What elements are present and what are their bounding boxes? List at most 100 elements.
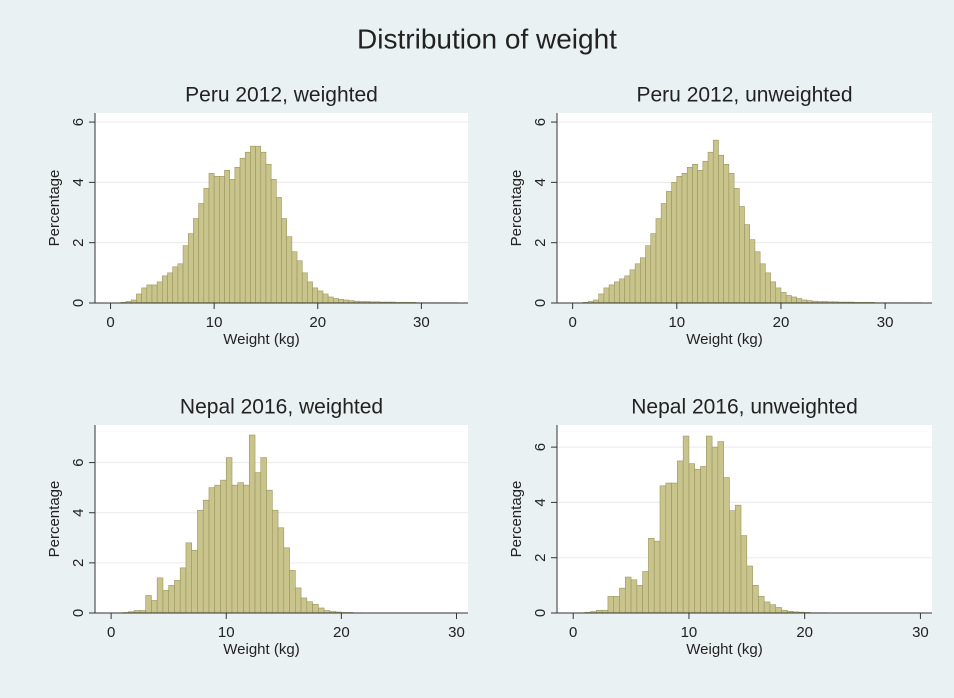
x-tick-label: 10 — [206, 314, 223, 331]
y-tick-label: 4 — [532, 498, 549, 506]
bar — [156, 281, 163, 304]
bar — [718, 154, 724, 304]
bar — [758, 596, 765, 614]
x-tick-label: 20 — [773, 314, 790, 331]
bar — [634, 263, 641, 304]
bar — [151, 600, 158, 614]
bar — [759, 263, 766, 304]
bar — [219, 176, 225, 304]
bar — [613, 281, 620, 304]
bar — [624, 576, 632, 614]
bar — [613, 596, 620, 614]
bar — [746, 565, 753, 614]
x-tick-label: 0 — [569, 624, 577, 641]
bar — [754, 251, 761, 304]
bar — [172, 266, 179, 304]
bar — [237, 482, 244, 614]
y-tick-label: 0 — [70, 609, 87, 617]
bar — [179, 567, 187, 614]
bar — [694, 468, 701, 614]
bar — [629, 269, 636, 304]
bar — [650, 233, 657, 304]
bar — [655, 218, 662, 304]
bar — [174, 580, 181, 614]
bar — [167, 272, 174, 304]
panel: Nepal 2016, unweighted 0 2 4 6 0 10 20 30 Weight … — [508, 396, 932, 658]
y-tick-label: 6 — [532, 443, 549, 451]
x-tick-label: 30 — [448, 624, 465, 641]
bar — [333, 298, 339, 304]
panel: Peru 2012, weighted 0 2 4 6 0 10 20 30 Weight (kg… — [46, 84, 468, 348]
bar — [289, 570, 296, 614]
x-tick-label: 10 — [218, 624, 235, 641]
bar — [168, 585, 175, 614]
bar — [607, 596, 615, 614]
bar — [327, 296, 334, 304]
panel-title: Nepal 2016, unweighted — [631, 396, 858, 419]
y-axis-label: Percentage — [508, 481, 525, 558]
bar — [224, 170, 230, 304]
bar — [671, 182, 678, 304]
y-tick-label: 2 — [70, 239, 87, 247]
bar — [271, 509, 279, 614]
bar — [770, 281, 777, 304]
bar — [733, 188, 740, 304]
bar — [785, 295, 792, 304]
bar — [307, 281, 313, 304]
bar — [301, 272, 308, 304]
x-axis-label: Weight (kg) — [686, 641, 762, 658]
bar — [300, 597, 308, 614]
bar — [248, 434, 256, 614]
bar — [318, 607, 325, 614]
bar — [645, 245, 652, 304]
bar — [146, 284, 153, 304]
bar — [244, 151, 251, 304]
x-tick-label: 30 — [877, 314, 894, 331]
bar — [648, 538, 655, 614]
bar — [141, 287, 148, 304]
bar — [666, 191, 672, 304]
bar — [665, 482, 672, 614]
panel-title: Peru 2012, weighted — [185, 84, 378, 107]
bar — [239, 157, 246, 304]
bar — [276, 197, 282, 304]
bar — [177, 263, 184, 304]
bar — [338, 299, 344, 304]
x-tick-label: 30 — [413, 314, 430, 331]
bar — [729, 510, 736, 614]
bar — [322, 293, 329, 304]
bar — [660, 203, 667, 304]
bar — [780, 292, 787, 304]
y-tick-label: 4 — [70, 178, 87, 186]
bar — [636, 585, 643, 614]
bar — [291, 251, 298, 304]
bar — [734, 504, 742, 614]
y-axis-label: Percentage — [46, 170, 63, 247]
bar — [136, 293, 142, 304]
bar — [203, 188, 210, 304]
y-tick-label: 0 — [532, 299, 549, 307]
bar — [283, 547, 290, 614]
bar — [145, 595, 152, 614]
bar — [603, 287, 610, 304]
bar — [642, 571, 649, 614]
bar — [775, 287, 782, 304]
figure-title: Distribution of weight — [357, 23, 617, 54]
bar — [749, 239, 756, 304]
bar — [202, 499, 210, 614]
bar — [697, 170, 704, 304]
bar — [676, 176, 683, 304]
bar — [740, 535, 748, 614]
bar — [769, 604, 777, 614]
bar — [671, 482, 678, 614]
bar — [193, 218, 199, 304]
bar — [296, 260, 303, 304]
x-tick-label: 30 — [912, 624, 929, 641]
x-tick-label: 0 — [106, 314, 114, 331]
bar — [281, 218, 287, 304]
bar — [286, 236, 293, 304]
bar — [270, 179, 277, 304]
bar — [151, 284, 158, 304]
